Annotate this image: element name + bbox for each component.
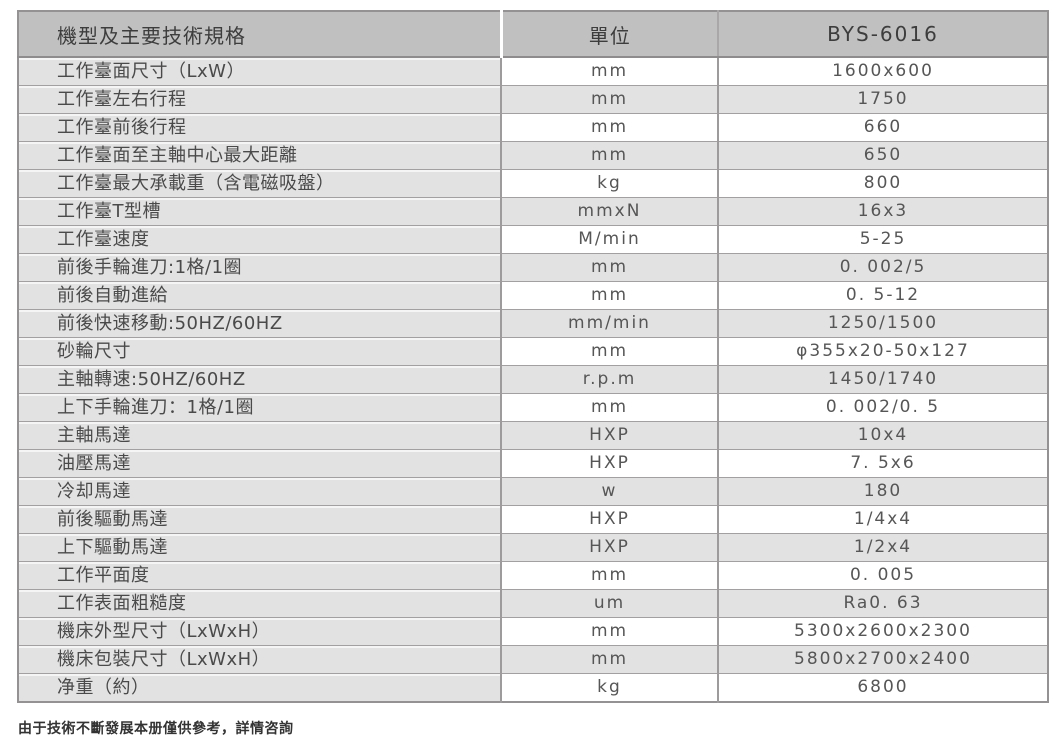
- unit-cell: HXP: [500, 449, 718, 478]
- unit-cell: kg: [500, 673, 718, 702]
- unit-cell: mm: [500, 253, 718, 282]
- value-cell: φ355x20-50x127: [717, 337, 1048, 366]
- unit-cell: HXP: [500, 533, 718, 562]
- value-cell: 0. 002/5: [717, 253, 1048, 282]
- value-cell: 5800x2700x2400: [717, 645, 1048, 674]
- spec-name-cell: 净重（約）: [18, 673, 501, 702]
- spec-name-cell: 油壓馬達: [18, 449, 501, 478]
- unit-cell: mm: [500, 85, 718, 114]
- spec-table: 機型及主要技術規格 單位 BYS-6016 工作臺面尺寸（LxW） mm 160…: [17, 10, 1049, 703]
- value-cell: 1600x600: [717, 56, 1048, 86]
- unit-cell: r.p.m: [500, 365, 718, 394]
- spec-name-cell: 工作臺面至主軸中心最大距離: [18, 141, 501, 170]
- value-cell: 660: [717, 113, 1048, 142]
- table-row: 前後驅動馬達 HXP 1/4x4: [18, 505, 1048, 534]
- table-row: 工作平面度 mm 0. 005: [18, 561, 1048, 590]
- footer-note: 由于技術不斷發展本册僅供參考，詳情咨詢: [18, 721, 294, 737]
- unit-cell: HXP: [500, 421, 718, 450]
- spec-name-cell: 主軸轉速:50HZ/60HZ: [18, 365, 501, 394]
- value-cell: 0. 005: [717, 561, 1048, 590]
- value-cell: 6800: [717, 673, 1048, 702]
- value-cell: Ra0. 63: [717, 589, 1048, 618]
- spec-name-cell: 機床包裝尺寸（LxWxH）: [18, 645, 501, 674]
- spec-name-cell: 工作臺最大承載重（含電磁吸盤）: [18, 169, 501, 198]
- value-cell: 1/4x4: [717, 505, 1048, 534]
- table-row: 油壓馬達 HXP 7. 5x6: [18, 449, 1048, 478]
- table-row: 工作表面粗糙度 um Ra0. 63: [18, 589, 1048, 618]
- table-row: 主軸馬達 HXP 10x4: [18, 421, 1048, 450]
- spec-name-cell: 冷却馬達: [18, 477, 501, 506]
- unit-cell: mm/min: [500, 309, 718, 338]
- value-cell: 7. 5x6: [717, 449, 1048, 478]
- value-cell: 1250/1500: [717, 309, 1048, 338]
- value-cell: 10x4: [717, 421, 1048, 450]
- value-cell: 5300x2600x2300: [717, 617, 1048, 646]
- value-cell: 0. 002/0. 5: [717, 393, 1048, 422]
- table-row: 净重（約） kg 6800: [18, 673, 1048, 702]
- unit-cell: HXP: [500, 505, 718, 534]
- table-row: 機床包裝尺寸（LxWxH） mm 5800x2700x2400: [18, 645, 1048, 674]
- spec-name-cell: 主軸馬達: [18, 421, 501, 450]
- unit-cell: um: [500, 589, 718, 618]
- table-row: 機床外型尺寸（LxWxH） mm 5300x2600x2300: [18, 617, 1048, 646]
- value-cell: 800: [717, 169, 1048, 198]
- header-unit-title: 單位: [499, 11, 718, 58]
- table-row: 前後快速移動:50HZ/60HZ mm/min 1250/1500: [18, 309, 1048, 338]
- unit-cell: mm: [500, 141, 718, 170]
- table-row: 前後手輪進刀:1格/1圈 mm 0. 002/5: [18, 253, 1048, 282]
- unit-cell: mmxN: [500, 197, 718, 226]
- header-spec-title: 機型及主要技術規格: [18, 11, 501, 58]
- table-row: 主軸轉速:50HZ/60HZ r.p.m 1450/1740: [18, 365, 1048, 394]
- table-row: 冷却馬達 w 180: [18, 477, 1048, 506]
- spec-name-cell: 砂輪尺寸: [18, 337, 501, 366]
- table-row: 砂輪尺寸 mm φ355x20-50x127: [18, 337, 1048, 366]
- value-cell: 0. 5-12: [717, 281, 1048, 310]
- spec-name-cell: 機床外型尺寸（LxWxH）: [18, 617, 501, 646]
- unit-cell: mm: [500, 56, 718, 86]
- spec-name-cell: 工作表面粗糙度: [18, 589, 501, 618]
- spec-name-cell: 工作臺T型槽: [18, 197, 501, 226]
- table-row: 工作臺左右行程 mm 1750: [18, 85, 1048, 114]
- unit-cell: mm: [500, 645, 718, 674]
- value-cell: 5-25: [717, 225, 1048, 254]
- unit-cell: mm: [500, 617, 718, 646]
- spec-name-cell: 工作臺面尺寸（LxW）: [18, 56, 501, 86]
- table-row: 工作臺最大承載重（含電磁吸盤） kg 800: [18, 169, 1048, 198]
- spec-name-cell: 上下驅動馬達: [18, 533, 501, 562]
- unit-cell: kg: [500, 169, 718, 198]
- table-row: 前後自動進給 mm 0. 5-12: [18, 281, 1048, 310]
- spec-name-cell: 工作臺速度: [18, 225, 501, 254]
- table-row: 工作臺面至主軸中心最大距離 mm 650: [18, 141, 1048, 170]
- unit-cell: mm: [500, 393, 718, 422]
- value-cell: 16x3: [717, 197, 1048, 226]
- table-row: 工作臺速度 M/min 5-25: [18, 225, 1048, 254]
- spec-name-cell: 工作臺前後行程: [18, 113, 501, 142]
- unit-cell: M/min: [500, 225, 718, 254]
- table-row: 工作臺面尺寸（LxW） mm 1600x600: [18, 56, 1048, 86]
- unit-cell: mm: [500, 561, 718, 590]
- value-cell: 1750: [717, 85, 1048, 114]
- spec-name-cell: 前後快速移動:50HZ/60HZ: [18, 309, 501, 338]
- spec-name-cell: 上下手輪進刀：1格/1圈: [18, 393, 501, 422]
- value-cell: 1450/1740: [717, 365, 1048, 394]
- unit-cell: w: [500, 477, 718, 506]
- spec-name-cell: 前後驅動馬達: [18, 505, 501, 534]
- table-row: 工作臺T型槽 mmxN 16x3: [18, 197, 1048, 226]
- spec-name-cell: 工作臺左右行程: [18, 85, 501, 114]
- unit-cell: mm: [500, 337, 718, 366]
- spec-name-cell: 工作平面度: [18, 561, 501, 590]
- value-cell: 1/2x4: [717, 533, 1048, 562]
- table-header-row: 機型及主要技術規格 單位 BYS-6016: [18, 11, 1048, 58]
- header-model-name: BYS-6016: [717, 11, 1048, 58]
- table-row: 上下手輪進刀：1格/1圈 mm 0. 002/0. 5: [18, 393, 1048, 422]
- value-cell: 650: [717, 141, 1048, 170]
- spec-name-cell: 前後手輪進刀:1格/1圈: [18, 253, 501, 282]
- table-row: 上下驅動馬達 HXP 1/2x4: [18, 533, 1048, 562]
- unit-cell: mm: [500, 113, 718, 142]
- table-row: 工作臺前後行程 mm 660: [18, 113, 1048, 142]
- spec-name-cell: 前後自動進給: [18, 281, 501, 310]
- unit-cell: mm: [500, 281, 718, 310]
- value-cell: 180: [717, 477, 1048, 506]
